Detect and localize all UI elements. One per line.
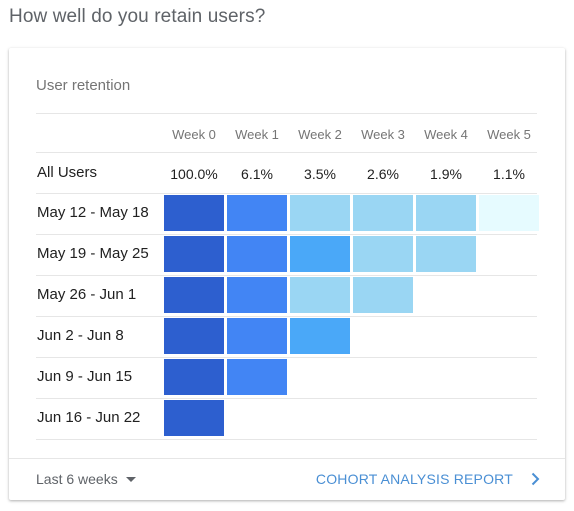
retention-cell-week-3[interactable]	[353, 236, 413, 272]
week-header-4: Week 4	[424, 127, 468, 142]
retention-cell-week-0[interactable]	[164, 195, 224, 231]
cohort-row: May 26 - Jun 1	[36, 275, 537, 316]
all-users-value-week-5: 1.1%	[493, 166, 525, 182]
retention-cell-week-2[interactable]	[290, 236, 350, 272]
cohort-label: Jun 9 - Jun 15	[37, 368, 133, 385]
week-header-5: Week 5	[487, 127, 531, 142]
retention-cell-week-1[interactable]	[227, 277, 287, 313]
cohort-row: Jun 2 - Jun 8	[36, 316, 537, 357]
date-range-dropdown[interactable]: Last 6 weeks	[36, 471, 136, 487]
week-header-row: Week 0 Week 1 Week 2 Week 3 Week 4 Week 5	[36, 113, 537, 152]
cohort-rows: May 12 - May 18 May 19 - May 25 May 26 - J…	[36, 193, 539, 440]
card-footer: Last 6 weeks COHORT ANALYSIS REPORT	[9, 458, 565, 501]
week-header-1: Week 1	[235, 127, 279, 142]
retention-cell-week-0[interactable]	[164, 277, 224, 313]
cohort-row: Jun 16 - Jun 22	[36, 398, 537, 440]
page-title: How well do you retain users?	[9, 6, 266, 27]
retention-cell-week-0[interactable]	[164, 318, 224, 354]
retention-table: Week 0 Week 1 Week 2 Week 3 Week 4 Week 5 All…	[36, 113, 539, 440]
retention-cell-week-2[interactable]	[290, 318, 350, 354]
all-users-value-week-3: 2.6%	[367, 166, 399, 182]
retention-cell-week-4[interactable]	[416, 195, 476, 231]
all-users-value-week-0: 100.0%	[170, 166, 218, 182]
cohort-label: Jun 16 - Jun 22	[37, 409, 141, 426]
retention-cell-week-3[interactable]	[353, 277, 413, 313]
retention-cell-week-0[interactable]	[164, 359, 224, 395]
all-users-label: All Users	[37, 164, 98, 181]
cohort-label: May 26 - Jun 1	[37, 286, 137, 303]
cohort-label: Jun 2 - Jun 8	[37, 327, 124, 344]
retention-cell-week-2[interactable]	[290, 277, 350, 313]
cohort-row: Jun 9 - Jun 15	[36, 357, 537, 398]
retention-cell-week-0[interactable]	[164, 400, 224, 436]
retention-cell-week-5[interactable]	[479, 195, 539, 231]
retention-cell-week-1[interactable]	[227, 359, 287, 395]
cohort-label: May 19 - May 25	[37, 245, 149, 262]
retention-cell-week-0[interactable]	[164, 236, 224, 272]
retention-cell-week-2[interactable]	[290, 195, 350, 231]
cohort-row: May 12 - May 18	[36, 193, 539, 234]
retention-cell-week-1[interactable]	[227, 318, 287, 354]
report-link-label: COHORT ANALYSIS REPORT	[315, 471, 513, 487]
cohort-analysis-report-link[interactable]: COHORT ANALYSIS REPORT	[316, 471, 543, 487]
week-header-2: Week 2	[298, 127, 342, 142]
retention-cell-week-1[interactable]	[227, 195, 287, 231]
all-users-row: All Users 100.0% 6.1% 3.5% 2.6% 1.9% 1.1%	[36, 152, 537, 193]
caret-down-icon	[125, 476, 136, 482]
card-title: User retention	[36, 77, 131, 94]
all-users-value-week-1: 6.1%	[241, 166, 273, 182]
cohort-label: May 12 - May 18	[37, 204, 149, 221]
all-users-value-week-4: 1.9%	[430, 166, 462, 182]
retention-cell-week-4[interactable]	[416, 236, 476, 272]
week-header-0: Week 0	[172, 127, 216, 142]
date-range-label: Last 6 weeks	[36, 471, 118, 487]
chevron-right-icon	[531, 472, 540, 486]
retention-cell-week-1[interactable]	[227, 236, 287, 272]
all-users-value-week-2: 3.5%	[304, 166, 336, 182]
retention-cell-week-3[interactable]	[353, 195, 413, 231]
week-header-3: Week 3	[361, 127, 405, 142]
cohort-row: May 19 - May 25	[36, 234, 537, 275]
